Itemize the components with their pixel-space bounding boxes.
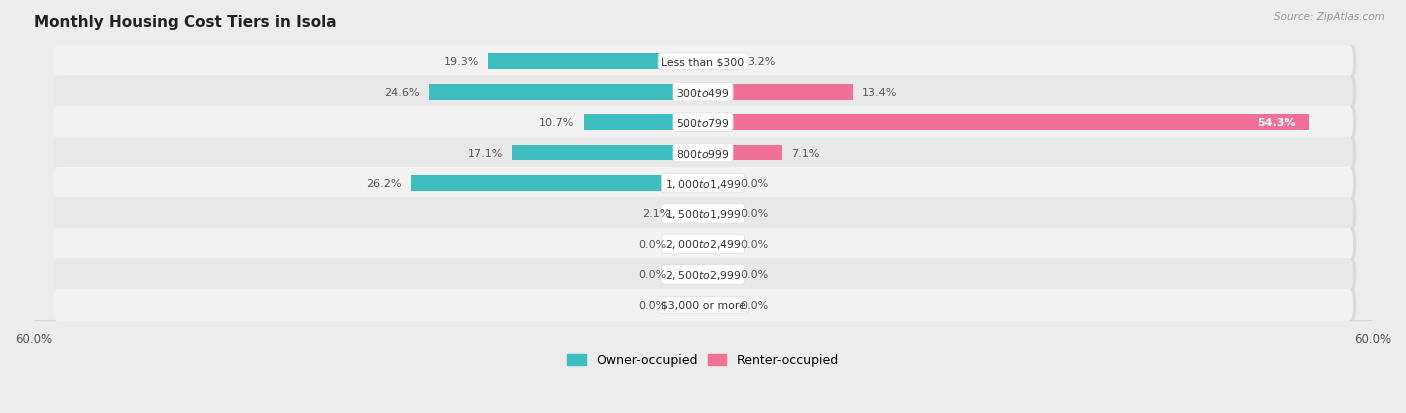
Bar xyxy=(703,206,731,222)
Bar xyxy=(679,206,703,222)
Text: 19.3%: 19.3% xyxy=(443,57,478,67)
Bar xyxy=(675,267,703,282)
Bar xyxy=(488,54,703,70)
FancyBboxPatch shape xyxy=(53,46,1353,78)
FancyBboxPatch shape xyxy=(53,137,1353,169)
Bar xyxy=(411,176,703,192)
Text: Less than $300: Less than $300 xyxy=(661,57,745,67)
Text: 3.2%: 3.2% xyxy=(748,57,776,67)
Text: Monthly Housing Cost Tiers in Isola: Monthly Housing Cost Tiers in Isola xyxy=(34,15,336,30)
Text: 0.0%: 0.0% xyxy=(740,270,768,280)
FancyBboxPatch shape xyxy=(56,259,1357,291)
FancyBboxPatch shape xyxy=(53,107,1353,139)
FancyBboxPatch shape xyxy=(56,228,1357,261)
Text: Source: ZipAtlas.com: Source: ZipAtlas.com xyxy=(1274,12,1385,22)
FancyBboxPatch shape xyxy=(53,76,1353,109)
Text: 10.7%: 10.7% xyxy=(540,118,575,128)
Text: 0.0%: 0.0% xyxy=(740,209,768,219)
Legend: Owner-occupied, Renter-occupied: Owner-occupied, Renter-occupied xyxy=(562,349,844,372)
Text: 0.0%: 0.0% xyxy=(638,240,666,249)
Bar xyxy=(703,85,852,100)
Text: $2,500 to $2,999: $2,500 to $2,999 xyxy=(665,268,741,281)
FancyBboxPatch shape xyxy=(53,168,1353,200)
Bar xyxy=(583,115,703,131)
Bar xyxy=(703,115,1309,131)
Bar xyxy=(703,145,782,161)
Text: 13.4%: 13.4% xyxy=(862,88,897,97)
Text: 54.3%: 54.3% xyxy=(1257,118,1295,128)
FancyBboxPatch shape xyxy=(56,168,1357,200)
Bar xyxy=(703,297,731,313)
Bar xyxy=(512,145,703,161)
Bar xyxy=(429,85,703,100)
Text: $1,000 to $1,499: $1,000 to $1,499 xyxy=(665,177,741,190)
Bar xyxy=(675,237,703,252)
Text: 0.0%: 0.0% xyxy=(638,300,666,310)
FancyBboxPatch shape xyxy=(53,259,1353,291)
FancyBboxPatch shape xyxy=(56,107,1357,139)
Text: $300 to $499: $300 to $499 xyxy=(676,86,730,98)
Text: 7.1%: 7.1% xyxy=(792,148,820,158)
FancyBboxPatch shape xyxy=(56,46,1357,78)
FancyBboxPatch shape xyxy=(56,198,1357,230)
Bar xyxy=(703,267,731,282)
FancyBboxPatch shape xyxy=(53,289,1353,321)
Text: 2.1%: 2.1% xyxy=(643,209,671,219)
Text: $500 to $799: $500 to $799 xyxy=(676,117,730,129)
Text: $2,000 to $2,499: $2,000 to $2,499 xyxy=(665,238,741,251)
Text: 0.0%: 0.0% xyxy=(740,300,768,310)
Text: 26.2%: 26.2% xyxy=(366,178,402,189)
FancyBboxPatch shape xyxy=(53,228,1353,261)
Bar xyxy=(703,54,738,70)
FancyBboxPatch shape xyxy=(56,289,1357,321)
FancyBboxPatch shape xyxy=(56,76,1357,109)
Text: $1,500 to $1,999: $1,500 to $1,999 xyxy=(665,207,741,221)
Text: 0.0%: 0.0% xyxy=(740,178,768,189)
Text: $3,000 or more: $3,000 or more xyxy=(661,300,745,310)
Bar xyxy=(703,176,731,192)
Bar xyxy=(675,297,703,313)
Text: 0.0%: 0.0% xyxy=(740,240,768,249)
FancyBboxPatch shape xyxy=(56,137,1357,169)
FancyBboxPatch shape xyxy=(53,198,1353,230)
Bar xyxy=(703,237,731,252)
Text: $800 to $999: $800 to $999 xyxy=(676,147,730,159)
Text: 0.0%: 0.0% xyxy=(638,270,666,280)
Text: 17.1%: 17.1% xyxy=(468,148,503,158)
Text: 24.6%: 24.6% xyxy=(384,88,419,97)
